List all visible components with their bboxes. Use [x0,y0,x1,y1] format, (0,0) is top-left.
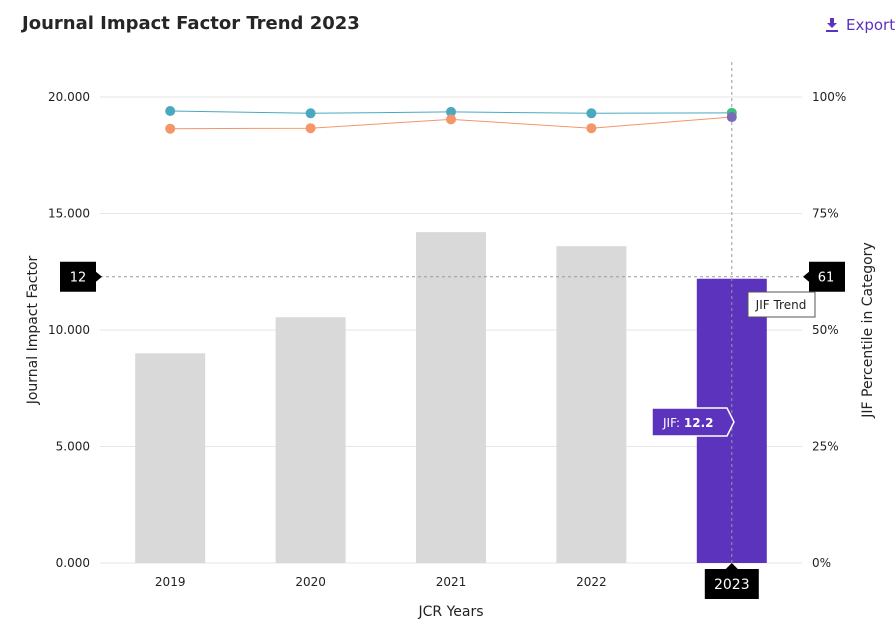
y-tick-label: 15.000 [48,207,90,221]
series-point [586,123,597,134]
series-point [586,108,597,119]
y-badge-left-label: 12 [70,271,87,286]
jif-tooltip-label: JIF: [662,416,684,430]
y2-axis-label: JIF Percentile in Category [860,242,876,418]
series-point [726,112,737,123]
line-tooltip [747,291,816,318]
jif-tooltip-value: 12.2 [684,416,714,430]
y-tick-label: 20.000 [48,90,90,104]
y-tick-label: 10.000 [48,323,90,337]
bar [416,232,486,563]
x-tick-label: 2022 [576,575,607,589]
jif-tooltip [651,407,735,437]
x-axis-label: JCR Years [417,604,483,620]
y-axis-label: Journal Impact Factor [25,255,41,405]
bar [556,246,627,563]
y-tick-label: 5.000 [56,440,90,454]
series-point [305,123,316,134]
jif-tooltip-text: JIF: 12.2 [662,416,714,430]
series-point [446,114,456,125]
page-title: Journal Impact Factor Trend 2023 [22,13,360,34]
percentile-lines [165,105,737,134]
x-badge [704,563,759,599]
y-badge-right [803,261,845,292]
axis-ticks: 0.000 5.000 10.000 15.000 20.000 0% 25% 50% 75% 1… [48,90,846,589]
export-label: Export [846,16,895,34]
y-badge-left [60,261,102,292]
y2-tick-label: 75% [812,207,839,221]
x-tick-label: 2019 [155,575,186,589]
y-badge-right-label: 61 [818,271,835,286]
crosshair [100,62,802,563]
line-tooltip-label: JIF Trend [755,298,807,312]
axis-labels: Journal Impact Factor JIF Percentile in C… [25,242,876,620]
x-tick-label: 2020 [295,575,326,589]
hover-badges: 12 61 2023 JIF Trend JIF: 12.2 [60,261,845,599]
y2-tick-label: 50% [812,323,839,337]
y2-tick-label: 100% [812,90,846,104]
series-point [165,123,176,134]
x-badge-label: 2023 [714,577,750,593]
y-tick-label: 0.000 [56,556,90,570]
y2-tick-label: 0% [812,556,831,570]
series-point [165,105,176,116]
series-point [446,106,456,117]
export-button[interactable]: Export [826,16,895,34]
bar [135,353,206,563]
bar [275,317,346,563]
bars [135,232,767,563]
series-point [305,108,316,119]
download-icon [826,18,838,32]
x-tick-label: 2021 [436,575,467,589]
y2-tick-label: 25% [812,440,839,454]
